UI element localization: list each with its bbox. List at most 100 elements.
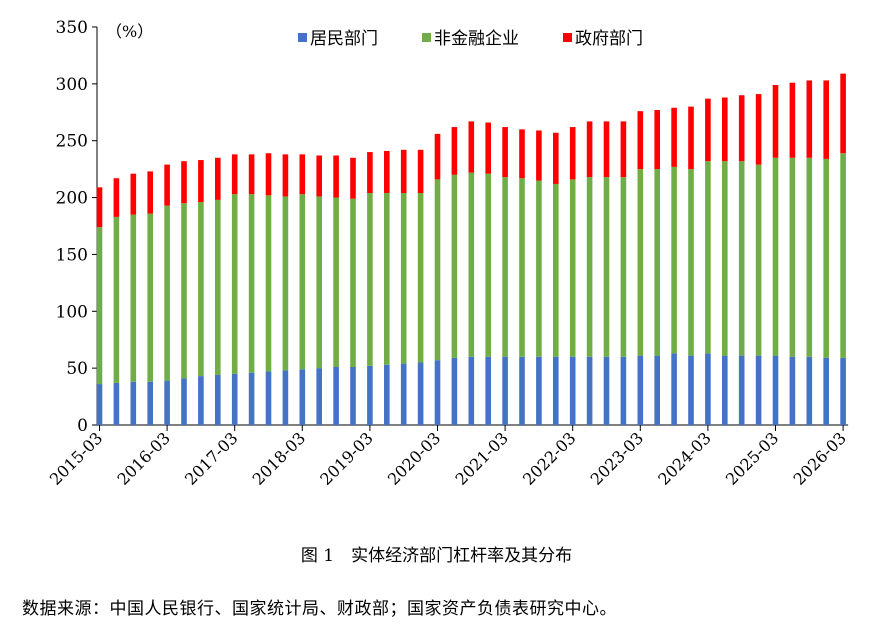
bar-household xyxy=(738,355,745,425)
bar-corporate xyxy=(840,153,846,358)
bar-corporate xyxy=(823,158,829,358)
bar-government xyxy=(502,127,508,178)
bar-household xyxy=(569,356,576,425)
bar-government xyxy=(485,122,491,174)
bar-corporate xyxy=(755,164,762,356)
bar-corporate xyxy=(519,178,525,357)
bar-government xyxy=(620,121,627,178)
bar-government xyxy=(350,157,356,199)
bar-corporate xyxy=(502,177,508,357)
bar-corporate xyxy=(553,183,559,357)
bar-corporate xyxy=(215,199,221,375)
bar-household xyxy=(147,381,153,425)
x-tick-label: 2019-03 xyxy=(316,428,376,488)
bar-corporate xyxy=(113,216,120,383)
bar-corporate xyxy=(367,193,373,366)
bar-government xyxy=(164,164,170,206)
bar-household xyxy=(586,356,593,425)
bar-government xyxy=(282,154,289,197)
x-tick-label: 2026-03 xyxy=(789,428,849,488)
x-tick-label: 2015-03 xyxy=(46,428,106,488)
bar-corporate xyxy=(536,180,542,357)
bar-government xyxy=(367,152,373,194)
bar-household xyxy=(265,371,272,425)
bar-household xyxy=(688,355,694,425)
x-tick-label: 2016-03 xyxy=(113,428,173,488)
bar-government xyxy=(400,149,407,194)
bar-corporate xyxy=(620,177,627,357)
bar-government xyxy=(96,187,103,228)
bar-corporate xyxy=(130,214,137,382)
bar-household xyxy=(384,364,390,425)
bar-household xyxy=(806,356,813,425)
y-tick-label: 350 xyxy=(56,18,88,38)
data-source-note: 数据来源：中国人民银行、国家统计局、财政部；国家资产负债表研究中心。 xyxy=(22,599,617,619)
bar-government xyxy=(586,121,593,178)
x-tick-label: 2017-03 xyxy=(181,428,241,488)
bar-government xyxy=(299,154,306,195)
bar-household xyxy=(113,382,120,425)
bar-government xyxy=(671,107,677,167)
bar-corporate xyxy=(231,194,238,374)
legend-label: 政府部门 xyxy=(575,29,643,49)
legend-swatch xyxy=(422,33,431,42)
bar-government xyxy=(840,73,846,154)
bar-household xyxy=(654,355,660,425)
bar-government xyxy=(181,161,187,204)
bar-household xyxy=(299,369,306,425)
bar-household xyxy=(400,363,407,425)
bar-corporate xyxy=(688,169,694,356)
bar-government xyxy=(248,154,255,195)
x-tick-label: 2021-03 xyxy=(451,428,511,488)
bar-government xyxy=(637,111,644,170)
bar-household xyxy=(705,353,711,425)
bar-corporate xyxy=(569,179,576,357)
y-tick-label: 250 xyxy=(56,132,88,152)
bar-household xyxy=(671,353,677,425)
bar-household xyxy=(248,372,255,425)
bar-government xyxy=(198,160,204,203)
y-tick-label: 200 xyxy=(56,189,88,209)
bar-government xyxy=(130,173,137,215)
bar-household xyxy=(434,360,441,425)
legend-label: 非金融企业 xyxy=(434,29,519,49)
bar-corporate xyxy=(722,161,728,356)
x-tick-label: 2023-03 xyxy=(587,428,647,488)
y-tick-label: 50 xyxy=(66,359,88,379)
bar-household xyxy=(333,367,339,425)
bar-corporate xyxy=(181,203,187,379)
y-tick-label: 150 xyxy=(56,245,88,265)
bar-government xyxy=(654,110,660,170)
bar-corporate xyxy=(434,179,441,361)
bar-corporate xyxy=(738,161,745,356)
bar-government xyxy=(384,150,390,194)
bar-government xyxy=(333,155,339,198)
bar-household xyxy=(316,368,322,425)
bar-household xyxy=(755,355,762,425)
bar-government xyxy=(772,84,779,158)
bar-corporate xyxy=(671,166,677,354)
bar-corporate xyxy=(451,174,458,358)
bar-government xyxy=(215,157,221,200)
y-tick-label: 0 xyxy=(77,416,88,436)
bar-household xyxy=(722,355,728,425)
bar-government xyxy=(722,97,728,162)
bar-household xyxy=(553,356,559,425)
bar-corporate xyxy=(468,172,475,357)
bar-corporate xyxy=(299,194,306,370)
x-tick-label: 2025-03 xyxy=(722,428,782,488)
bar-household xyxy=(603,356,610,425)
bar-household xyxy=(181,378,187,425)
bar-government xyxy=(553,132,559,184)
bar-government xyxy=(688,106,694,170)
bar-household xyxy=(451,357,458,425)
bar-government xyxy=(113,178,120,217)
legend-swatch xyxy=(298,33,307,42)
bar-government xyxy=(536,130,542,181)
bar-corporate xyxy=(282,196,289,371)
bar-corporate xyxy=(316,196,322,369)
bar-corporate xyxy=(772,157,779,356)
bar-household xyxy=(637,355,644,425)
bar-government xyxy=(789,82,796,158)
